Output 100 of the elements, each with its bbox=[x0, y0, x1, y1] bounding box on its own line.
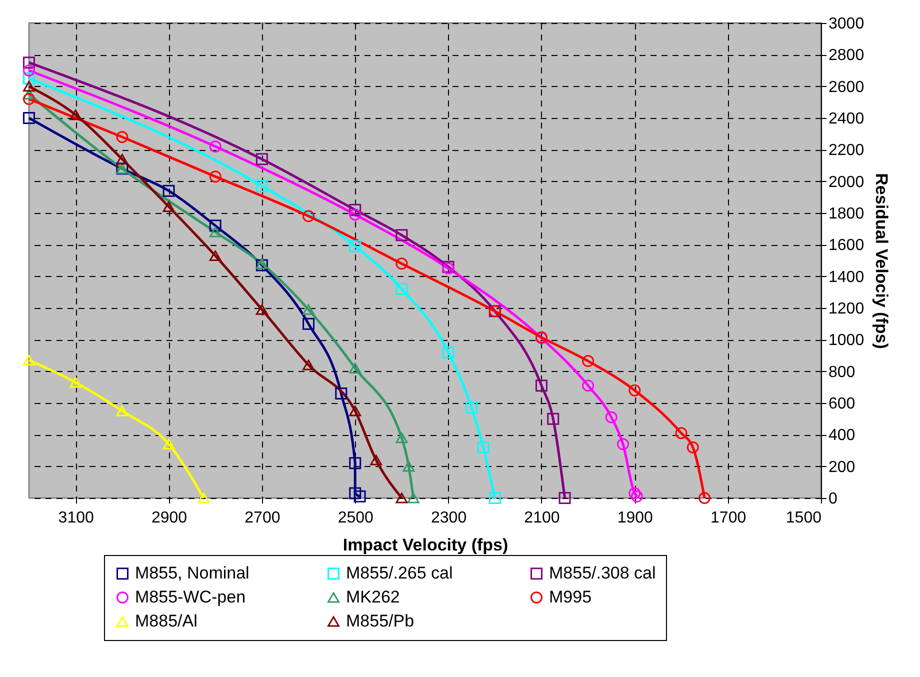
point bbox=[162, 184, 175, 197]
point bbox=[605, 411, 618, 424]
point bbox=[698, 492, 711, 504]
y-tick-label: 1600 bbox=[828, 237, 864, 254]
x-tick-label: 2500 bbox=[338, 510, 374, 526]
point bbox=[23, 112, 35, 124]
point bbox=[628, 487, 641, 500]
point bbox=[466, 402, 478, 414]
y-tick-label: 0 bbox=[828, 490, 838, 508]
y-tick-label: 1000 bbox=[828, 332, 864, 350]
point bbox=[256, 180, 268, 192]
point bbox=[23, 56, 35, 69]
point bbox=[547, 412, 560, 425]
y-tick-label: 1400 bbox=[828, 268, 864, 286]
x-axis-title: Impact Velocity (fps) bbox=[342, 536, 508, 554]
point bbox=[628, 384, 641, 396]
x-tick-label: 2300 bbox=[430, 510, 467, 526]
x-tick-label: 2900 bbox=[151, 510, 188, 526]
point bbox=[349, 204, 362, 216]
legend-label: M855, Nominal bbox=[135, 564, 250, 583]
point bbox=[23, 72, 35, 84]
x-tick-label: 1500 bbox=[786, 510, 822, 526]
point bbox=[256, 304, 268, 315]
point bbox=[686, 441, 699, 454]
y-tick-label: 3000 bbox=[828, 16, 864, 32]
point bbox=[256, 153, 268, 166]
point bbox=[477, 441, 490, 454]
y-tick-label: 800 bbox=[828, 364, 856, 381]
legend-label: MK262 bbox=[346, 588, 400, 606]
point bbox=[256, 259, 268, 272]
point bbox=[675, 427, 688, 440]
point bbox=[349, 457, 362, 470]
point bbox=[302, 360, 315, 370]
y-tick-label: 400 bbox=[828, 427, 856, 444]
point bbox=[116, 131, 128, 143]
legend-label: M855/.308 cal bbox=[549, 564, 656, 583]
point bbox=[116, 406, 128, 416]
point bbox=[70, 110, 82, 120]
y-tick-label: 2600 bbox=[828, 78, 864, 96]
y-tick-label: 200 bbox=[828, 458, 856, 476]
x-tick-label: 1700 bbox=[710, 510, 746, 526]
legend-label: M855/.265 cal bbox=[346, 564, 453, 583]
y-tick-label: 1200 bbox=[828, 300, 864, 318]
y-tick-label: 2800 bbox=[828, 47, 864, 64]
y-tick-label: 1800 bbox=[828, 206, 864, 222]
point bbox=[162, 201, 175, 212]
y-tick-label: 2200 bbox=[828, 142, 864, 160]
point bbox=[23, 93, 35, 105]
point bbox=[23, 64, 35, 76]
point bbox=[349, 240, 362, 252]
legend-label: M995 bbox=[549, 588, 592, 606]
point bbox=[209, 226, 222, 238]
point bbox=[23, 354, 35, 366]
point bbox=[209, 220, 222, 232]
point bbox=[354, 490, 366, 502]
point bbox=[335, 388, 348, 400]
point bbox=[402, 461, 415, 472]
point bbox=[396, 283, 408, 295]
x-tick-label: 3100 bbox=[58, 510, 94, 526]
point bbox=[582, 380, 594, 392]
point bbox=[302, 318, 315, 330]
point bbox=[396, 258, 408, 270]
point bbox=[349, 208, 362, 221]
point bbox=[442, 346, 454, 358]
point bbox=[209, 140, 222, 152]
point bbox=[349, 362, 362, 374]
point bbox=[349, 487, 362, 500]
point bbox=[70, 377, 82, 388]
point bbox=[349, 406, 362, 416]
point bbox=[558, 492, 571, 504]
y-tick-label: 2000 bbox=[828, 174, 864, 191]
x-tick-label: 2700 bbox=[244, 510, 280, 526]
legend-label: M855/Pb bbox=[346, 612, 414, 630]
point bbox=[256, 258, 268, 269]
point bbox=[617, 438, 629, 450]
point bbox=[23, 81, 35, 92]
x-tick-label: 1900 bbox=[617, 510, 654, 526]
point bbox=[407, 492, 420, 504]
point bbox=[198, 492, 210, 504]
y-tick-label: 600 bbox=[828, 396, 856, 412]
point bbox=[370, 454, 382, 466]
point bbox=[302, 210, 315, 222]
point bbox=[396, 432, 408, 444]
point bbox=[396, 492, 408, 504]
point bbox=[396, 229, 408, 242]
point bbox=[535, 380, 548, 392]
legend-label: M855-WC-pen bbox=[135, 588, 246, 606]
point bbox=[23, 88, 35, 100]
y-axis-title: Residual Velociy (fps) bbox=[872, 173, 892, 349]
point bbox=[209, 250, 222, 262]
point bbox=[302, 304, 315, 315]
legend-label: M885/Al bbox=[135, 612, 198, 630]
point bbox=[116, 154, 128, 164]
point bbox=[582, 355, 594, 368]
x-tick-label: 2100 bbox=[524, 510, 560, 526]
point bbox=[162, 438, 175, 450]
point bbox=[630, 490, 643, 502]
point bbox=[209, 170, 222, 183]
y-tick-label: 2400 bbox=[828, 110, 864, 128]
point bbox=[488, 492, 501, 504]
